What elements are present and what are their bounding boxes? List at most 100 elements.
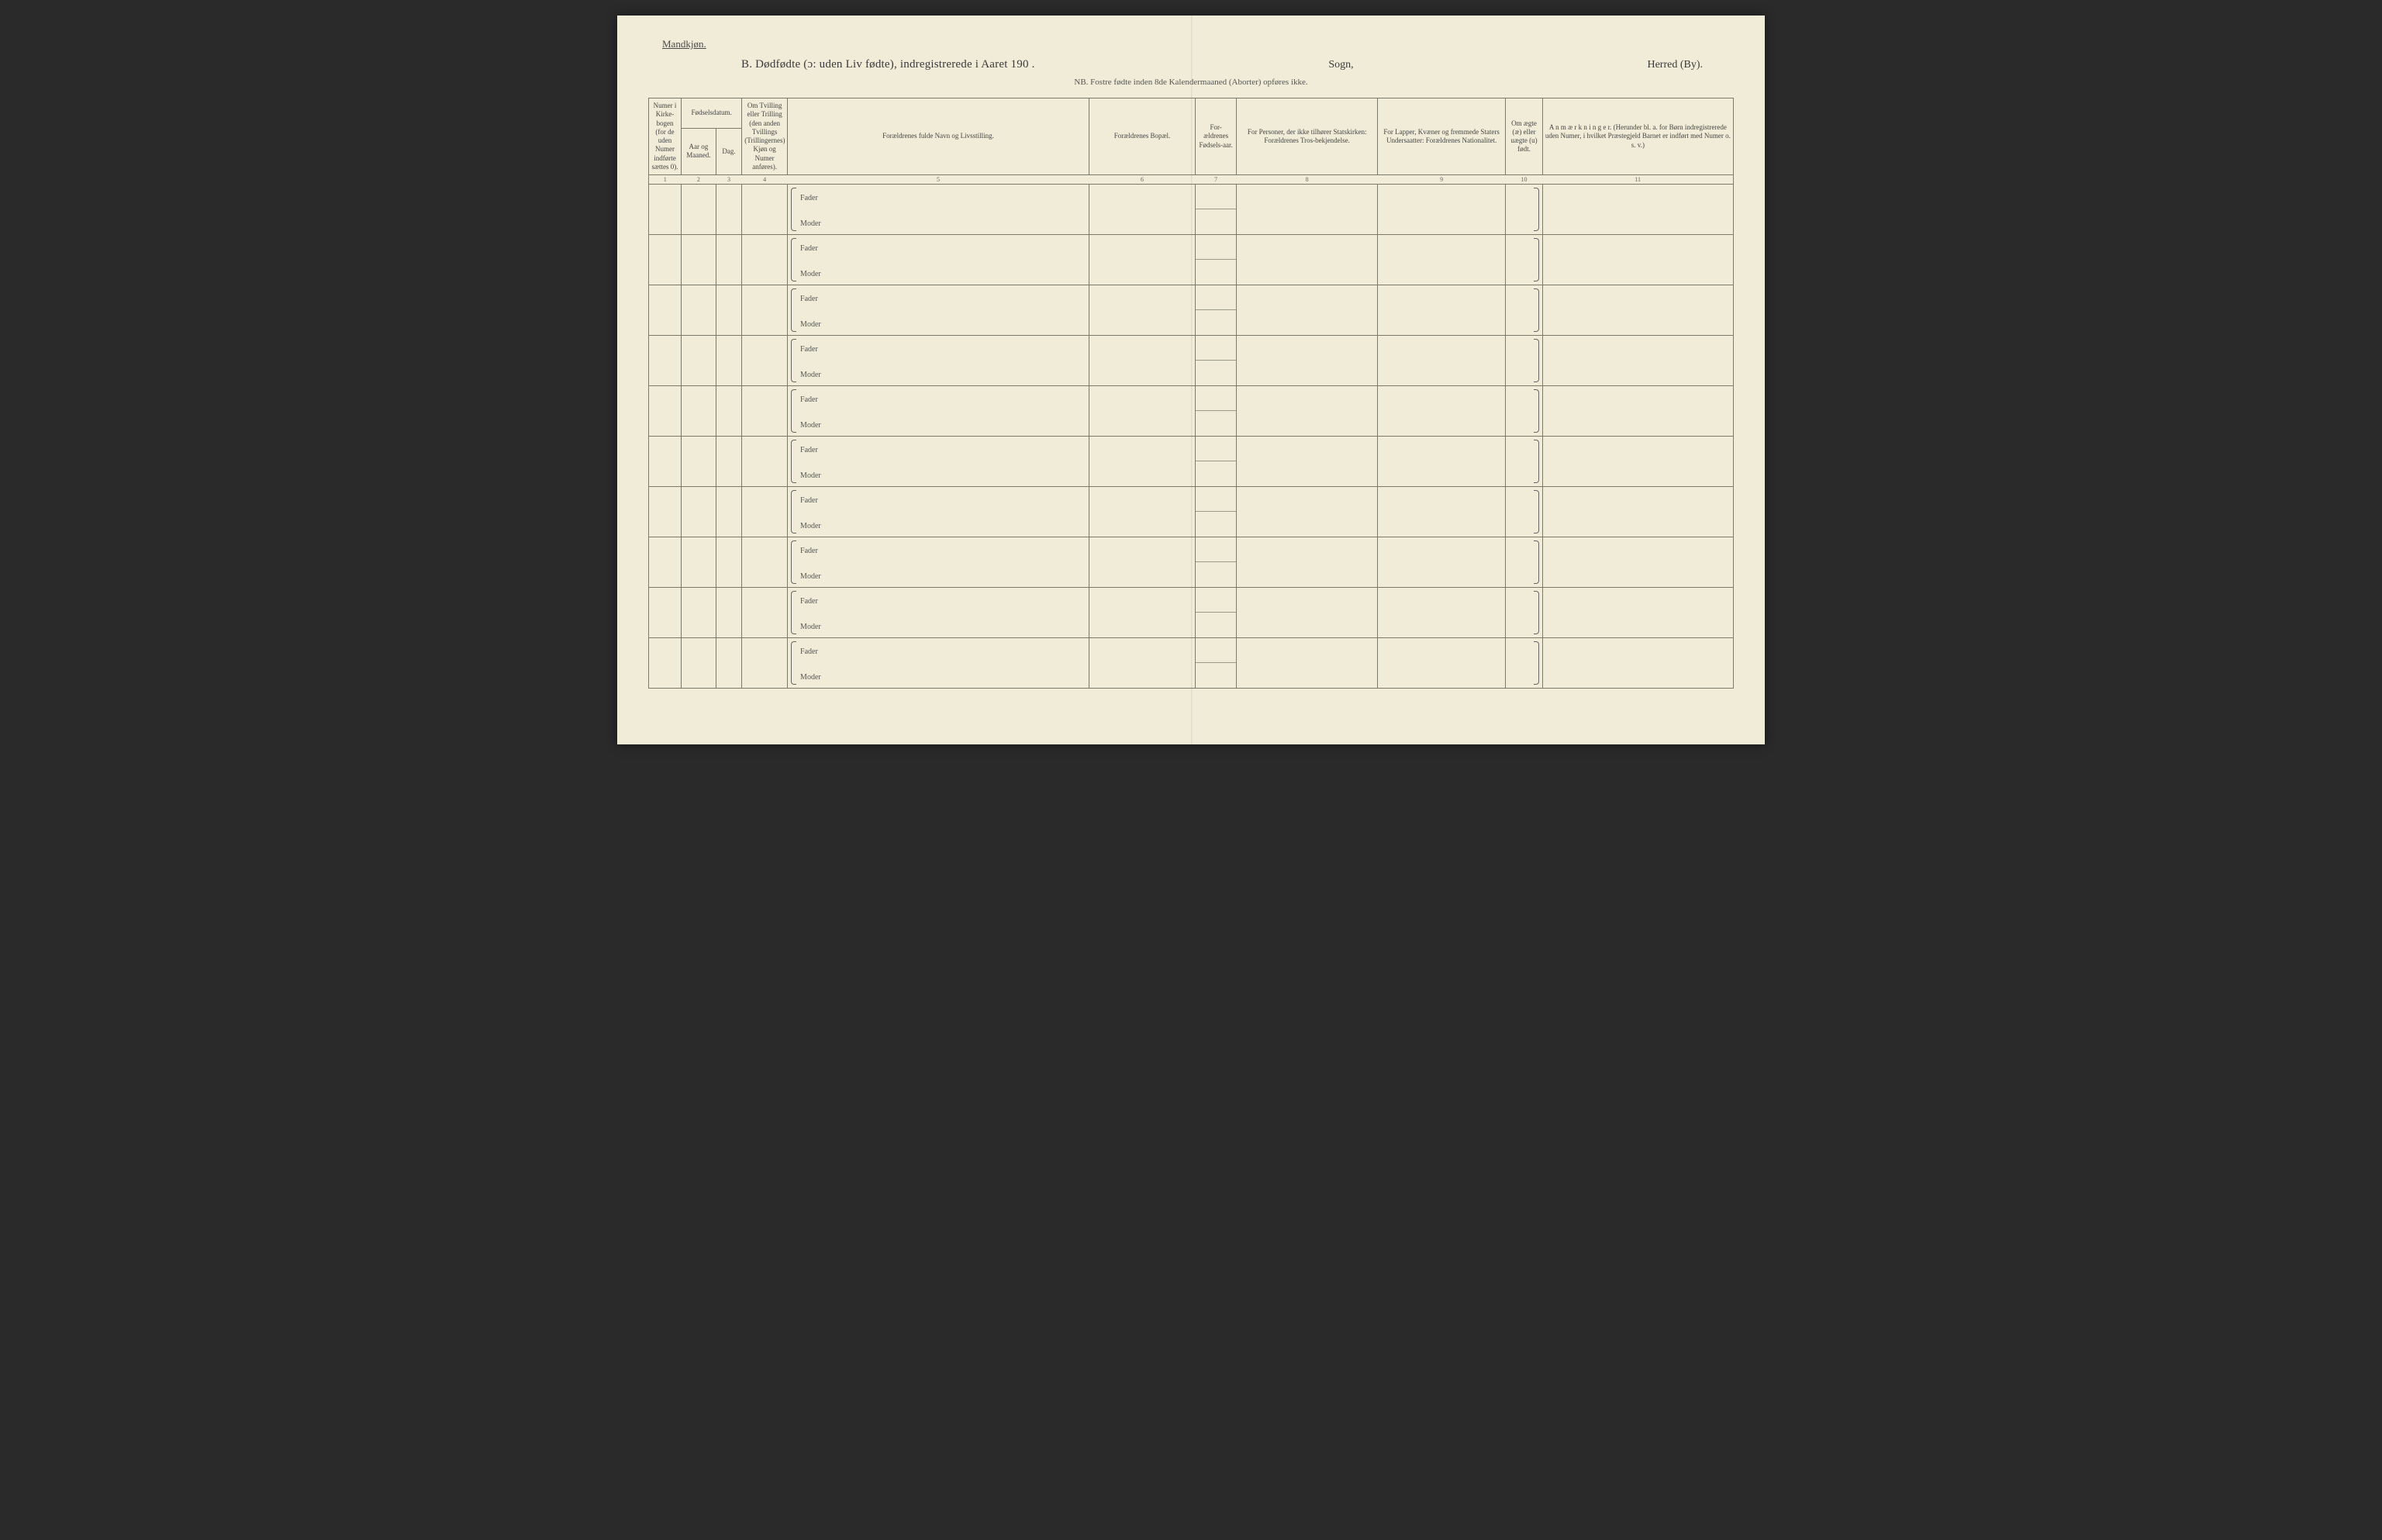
left-brace-icon [791, 389, 796, 433]
cell-col-8 [1237, 336, 1378, 386]
fader-label: Fader [800, 244, 1082, 253]
cell-col-2 [681, 386, 716, 437]
col-header-11: A n m æ r k n i n g e r. (Herunder bl. a… [1542, 98, 1733, 175]
cell-col-9 [1378, 588, 1506, 638]
col-header-7: For-ældrenes Fødsels-aar. [1196, 98, 1237, 175]
cell-col-10 [1506, 235, 1543, 285]
moder-label: Moder [800, 471, 1082, 480]
cell-divider [1196, 487, 1236, 512]
cell-col-9 [1378, 386, 1506, 437]
cell-col-5: FaderModer [788, 285, 1089, 336]
cell-divider [1196, 537, 1236, 562]
colnum-2: 2 [681, 175, 716, 185]
cell-col-9 [1378, 185, 1506, 235]
cell-col-8 [1237, 185, 1378, 235]
cell-col-8 [1237, 537, 1378, 588]
cell-col-3 [716, 437, 742, 487]
cell-col-6 [1089, 185, 1195, 235]
cell-col-2 [681, 285, 716, 336]
fader-label: Fader [800, 597, 1082, 606]
fader-label: Fader [800, 345, 1082, 354]
cell-divider [1196, 386, 1236, 411]
fader-label: Fader [800, 395, 1082, 404]
table-row: FaderModer [649, 437, 1734, 487]
colnum-8: 8 [1237, 175, 1378, 185]
colnum-5: 5 [788, 175, 1089, 185]
cell-divider [1196, 588, 1236, 613]
colnum-4: 4 [742, 175, 788, 185]
moder-label: Moder [800, 623, 1082, 631]
cell-col-1 [649, 285, 682, 336]
cell-divider [1196, 185, 1236, 209]
cell-col-10 [1506, 487, 1543, 537]
cell-col-8 [1237, 487, 1378, 537]
cell-col-7 [1196, 285, 1237, 336]
cell-col-7 [1196, 235, 1237, 285]
left-brace-icon [791, 238, 796, 281]
col-header-6: Forældrenes Bopæl. [1089, 98, 1195, 175]
cell-col-4 [742, 235, 788, 285]
cell-col-9 [1378, 487, 1506, 537]
cell-col-2 [681, 336, 716, 386]
right-brace-icon [1534, 238, 1539, 281]
cell-col-6 [1089, 537, 1195, 588]
cell-col-2 [681, 185, 716, 235]
cell-col-11 [1542, 235, 1733, 285]
title-sogn: Sogn, [1328, 59, 1353, 71]
left-brace-icon [791, 540, 796, 584]
cell-col-10 [1506, 386, 1543, 437]
cell-col-3 [716, 386, 742, 437]
cell-col-9 [1378, 537, 1506, 588]
cell-col-8 [1237, 638, 1378, 689]
cell-col-1 [649, 386, 682, 437]
right-brace-icon [1534, 389, 1539, 433]
cell-col-10 [1506, 185, 1543, 235]
right-brace-icon [1534, 540, 1539, 584]
moder-label: Moder [800, 673, 1082, 682]
cell-col-5: Fader Moder [788, 638, 1089, 689]
colnum-9: 9 [1378, 175, 1506, 185]
colnum-10: 10 [1506, 175, 1543, 185]
cell-col-2 [681, 537, 716, 588]
moder-label: Moder [800, 219, 1082, 228]
cell-col-5: Fader Moder [788, 588, 1089, 638]
cell-col-1 [649, 336, 682, 386]
cell-col-8 [1237, 285, 1378, 336]
cell-col-1 [649, 185, 682, 235]
cell-col-1 [649, 588, 682, 638]
cell-divider [1196, 285, 1236, 310]
cell-col-3 [716, 638, 742, 689]
left-brace-icon [791, 490, 796, 533]
col-header-4: Om Tvilling eller Trilling (den anden Tv… [742, 98, 788, 175]
cell-col-10 [1506, 437, 1543, 487]
right-brace-icon [1534, 440, 1539, 483]
cell-col-5: FaderModer [788, 386, 1089, 437]
table-row: FaderModer [649, 235, 1734, 285]
cell-col-2 [681, 235, 716, 285]
cell-col-4 [742, 537, 788, 588]
cell-col-3 [716, 185, 742, 235]
table-row: FaderModer [649, 185, 1734, 235]
cell-col-2 [681, 588, 716, 638]
cell-col-11 [1542, 487, 1733, 537]
fader-label: Fader [800, 496, 1082, 505]
cell-col-6 [1089, 235, 1195, 285]
cell-col-3 [716, 487, 742, 537]
cell-col-8 [1237, 386, 1378, 437]
cell-col-5: FaderModer [788, 537, 1089, 588]
cell-col-8 [1237, 235, 1378, 285]
left-brace-icon [791, 288, 796, 332]
fader-label: Fader [800, 647, 1082, 656]
table-body: Fader Moder Fader Moder Fader Moder Fader Moder… [649, 185, 1734, 689]
col-header-3: Dag. [716, 128, 742, 174]
right-brace-icon [1534, 641, 1539, 685]
cell-col-9 [1378, 285, 1506, 336]
cell-col-7 [1196, 588, 1237, 638]
cell-col-11 [1542, 285, 1733, 336]
column-number-row: 1 2 3 4 5 6 7 8 9 10 11 [649, 175, 1734, 185]
table-row: Fader Moder [649, 638, 1734, 689]
cell-col-10 [1506, 336, 1543, 386]
gender-label: Mandkjøn. [662, 38, 706, 50]
cell-col-3 [716, 537, 742, 588]
cell-col-7 [1196, 336, 1237, 386]
